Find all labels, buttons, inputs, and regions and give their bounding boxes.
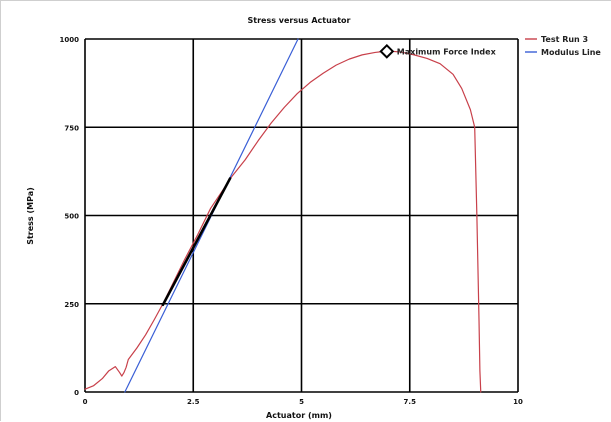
y-tick-label: 750 [64, 124, 79, 132]
legend-label: Test Run 3 [541, 35, 588, 44]
y-tick-label: 1000 [60, 36, 80, 44]
fit-segment-line [161, 177, 232, 307]
x-tick-label: 0 [83, 398, 88, 406]
x-tick-label: 5 [299, 398, 304, 406]
x-tick-label: 10 [513, 398, 523, 406]
annotation-layer: Maximum Force Index [379, 43, 497, 59]
legend: Test Run 3 Modulus Line [525, 35, 601, 57]
chart-title: Stress versus Actuator [248, 16, 351, 25]
grid-layer [84, 38, 519, 393]
annotation-marker [379, 43, 395, 59]
y-tick-label: 250 [64, 301, 79, 309]
y-tick-label: 0 [74, 389, 79, 397]
series-line-test-run-3 [84, 50, 482, 393]
x-axis-label: Actuator (mm) [266, 411, 332, 420]
y-axis-label: Stress (MPa) [26, 187, 35, 245]
x-tick-label: 2.5 [187, 398, 200, 406]
ticks-layer: 0 2.5 5 7.5 10 0 250 500 750 1000 [60, 36, 523, 406]
y-tick-label: 500 [64, 213, 79, 221]
legend-label: Modulus Line [541, 48, 601, 57]
series-layer [84, 38, 482, 393]
x-tick-label: 7.5 [404, 398, 417, 406]
annotation-label: Maximum Force Index [397, 47, 497, 56]
